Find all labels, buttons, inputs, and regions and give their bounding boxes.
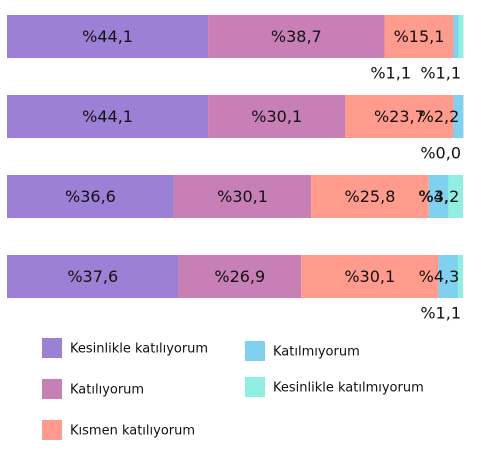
bar-segment — [453, 15, 459, 58]
value-label: %30,1 — [251, 107, 302, 126]
value-label: %23,7 — [374, 107, 425, 126]
bar-segment — [173, 175, 312, 218]
value-label: %36,6 — [65, 187, 116, 206]
bar-segment — [453, 95, 464, 138]
bar-segment — [7, 15, 209, 58]
legend-swatch — [42, 420, 62, 440]
bar-segment — [178, 255, 302, 298]
value-label: %30,1 — [217, 187, 268, 206]
value-label: %25,8 — [345, 187, 396, 206]
value-label: %37,6 — [67, 267, 118, 286]
bar-segment — [345, 95, 454, 138]
value-label: %38,7 — [271, 27, 322, 46]
bar-segment — [301, 255, 439, 298]
value-label: %2,2 — [419, 107, 460, 126]
bar-segment — [384, 15, 454, 58]
bar-segment — [208, 15, 385, 58]
value-label: %1,1 — [420, 304, 461, 323]
legend-swatch — [42, 379, 62, 399]
bar-segment — [7, 95, 209, 138]
legend-label: Katılıyorum — [70, 383, 144, 398]
legend-swatch — [245, 341, 265, 361]
legend-label: Kısmen katılıyorum — [70, 424, 195, 439]
legend-label: Katılmıyorum — [273, 345, 360, 360]
legend-label: Kesinlikle katılıyorum — [70, 342, 208, 357]
value-label: %44,1 — [82, 27, 133, 46]
bar-segment — [208, 95, 346, 138]
value-label: %0,0 — [420, 144, 461, 163]
value-label: %3,2 — [419, 187, 460, 206]
bar-segment — [311, 175, 429, 218]
bar-segment — [7, 255, 179, 298]
bar-segment — [438, 255, 458, 298]
value-label: %15,1 — [394, 27, 445, 46]
bar-segment — [428, 175, 449, 218]
bar-segment — [457, 255, 463, 298]
legend-swatch — [245, 377, 265, 397]
value-label: %30,1 — [344, 267, 395, 286]
bar-segment — [448, 175, 463, 218]
value-label: %44,1 — [82, 107, 133, 126]
value-label: %26,9 — [214, 267, 265, 286]
value-label: %4,3 — [419, 267, 460, 286]
bar-segment — [458, 15, 464, 58]
value-label: %1,1 — [420, 64, 461, 83]
legend-swatch — [42, 338, 62, 358]
bar-segment — [7, 175, 174, 218]
value-label: %1,1 — [370, 64, 411, 83]
legend-label: Kesinlikle katılmıyorum — [273, 381, 424, 396]
